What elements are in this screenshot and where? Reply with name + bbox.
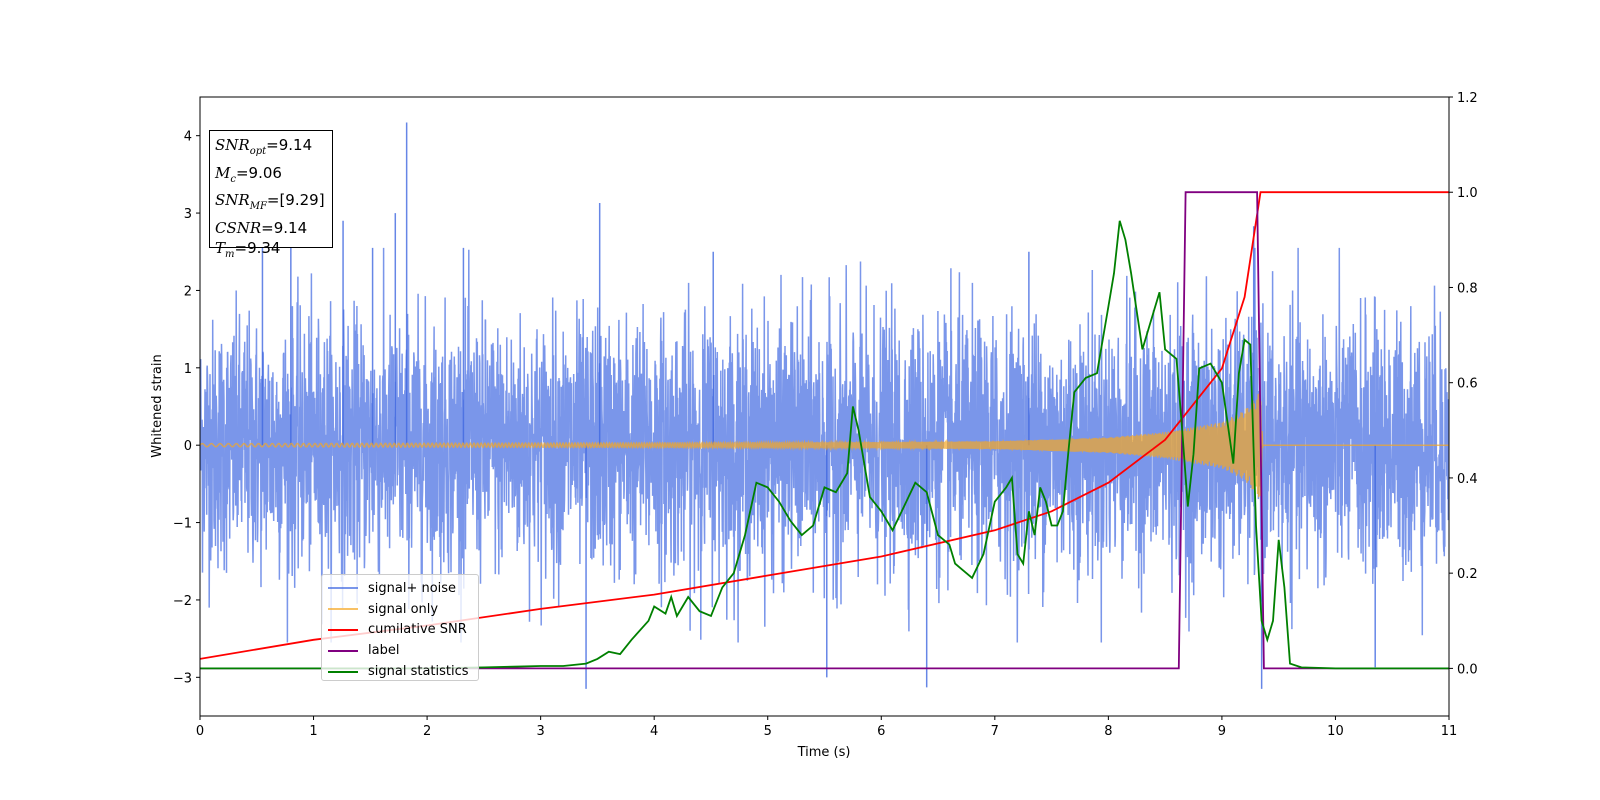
x-axis-label: Time (s) bbox=[797, 745, 851, 760]
legend-swatch-signal-noise bbox=[328, 587, 358, 590]
y-left-tick-label--3: −3 bbox=[173, 671, 192, 686]
series-signal-only bbox=[200, 393, 1449, 498]
info-snr-opt: SNRopt=9.14 bbox=[215, 136, 313, 157]
y-left-tick-label-2: 2 bbox=[184, 284, 192, 299]
snr-info-box: SNRopt=9.14 Mc=9.06 SNRMF=[9.29] CSNR=9.… bbox=[209, 130, 333, 260]
legend-label-signal-noise: signal+ noise bbox=[368, 580, 457, 596]
y-axis-label-left: Whitened strain bbox=[150, 354, 165, 457]
x-tick-label-3: 3 bbox=[536, 724, 544, 739]
y-left-tick-label--1: −1 bbox=[173, 517, 192, 532]
y-right-tick-label-0.8: 0.8 bbox=[1457, 281, 1478, 296]
x-tick-label-10: 10 bbox=[1327, 724, 1344, 739]
info-mc: Mc=9.06 bbox=[215, 163, 282, 185]
y-right-tick-label-0.0: 0.0 bbox=[1457, 662, 1478, 677]
x-tick-label-4: 4 bbox=[650, 724, 658, 739]
y-left-tick-label-1: 1 bbox=[184, 362, 192, 377]
y-right-tick-label-0.2: 0.2 bbox=[1457, 567, 1478, 582]
legend-label-cumulative-snr: cumilative SNR bbox=[368, 622, 467, 638]
x-tick-label-1: 1 bbox=[309, 724, 317, 739]
legend-swatch-cumulative-snr bbox=[328, 628, 358, 631]
info-tm: Tm=9.34 bbox=[215, 239, 281, 260]
y-left-tick-label--2: −2 bbox=[173, 594, 192, 609]
y-left-tick-label-3: 3 bbox=[184, 207, 192, 222]
x-tick-label-9: 9 bbox=[1218, 724, 1226, 739]
legend-item-signal-statistics: signal statistics bbox=[328, 661, 478, 682]
x-tick-label-6: 6 bbox=[877, 724, 885, 739]
x-tick-label-5: 5 bbox=[764, 724, 772, 739]
y-right-tick-label-1.0: 1.0 bbox=[1457, 186, 1478, 201]
x-tick-label-11: 11 bbox=[1441, 724, 1458, 739]
x-tick-label-7: 7 bbox=[991, 724, 999, 739]
legend-label-label: label bbox=[368, 643, 400, 659]
y-right-tick-label-0.4: 0.4 bbox=[1457, 472, 1478, 487]
info-snr-mf: SNRMF=[9.29] bbox=[215, 191, 325, 212]
legend-swatch-signal-statistics bbox=[328, 670, 358, 673]
y-left-tick-label-4: 4 bbox=[184, 130, 192, 145]
legend-item-signal-only: signal only bbox=[328, 599, 478, 620]
y-right-tick-label-1.2: 1.2 bbox=[1457, 91, 1478, 106]
legend-item-cumulative-snr: cumilative SNR bbox=[328, 620, 478, 641]
series-label bbox=[200, 191, 1449, 670]
plot-frame bbox=[199, 96, 1450, 717]
legend-label-signal-only: signal only bbox=[368, 601, 439, 617]
legend-item-signal-noise: signal+ noise bbox=[328, 578, 478, 599]
axis-ticks: 0 1 2 3 4 5 6 7 8 9 10 1143210−1−2−31.21.00.80.60.4… bbox=[173, 91, 1478, 739]
info-csnr: CSNR=9.14 bbox=[215, 218, 308, 237]
legend-item-label: label bbox=[328, 640, 478, 661]
legend-swatch-label bbox=[328, 649, 358, 652]
series-signal-statistics bbox=[200, 220, 1449, 670]
y-right-tick-label-0.6: 0.6 bbox=[1457, 377, 1478, 392]
series-signal-noise bbox=[200, 247, 1449, 643]
legend-swatch-signal-only bbox=[328, 608, 358, 611]
x-tick-label-2: 2 bbox=[423, 724, 431, 739]
legend: signal+ noise signal only cumilative SNR… bbox=[321, 574, 479, 681]
y-left-tick-label-0: 0 bbox=[184, 439, 192, 454]
x-tick-label-0: 0 bbox=[196, 724, 204, 739]
legend-label-signal-statistics: signal statistics bbox=[368, 664, 469, 680]
x-tick-label-8: 8 bbox=[1104, 724, 1112, 739]
